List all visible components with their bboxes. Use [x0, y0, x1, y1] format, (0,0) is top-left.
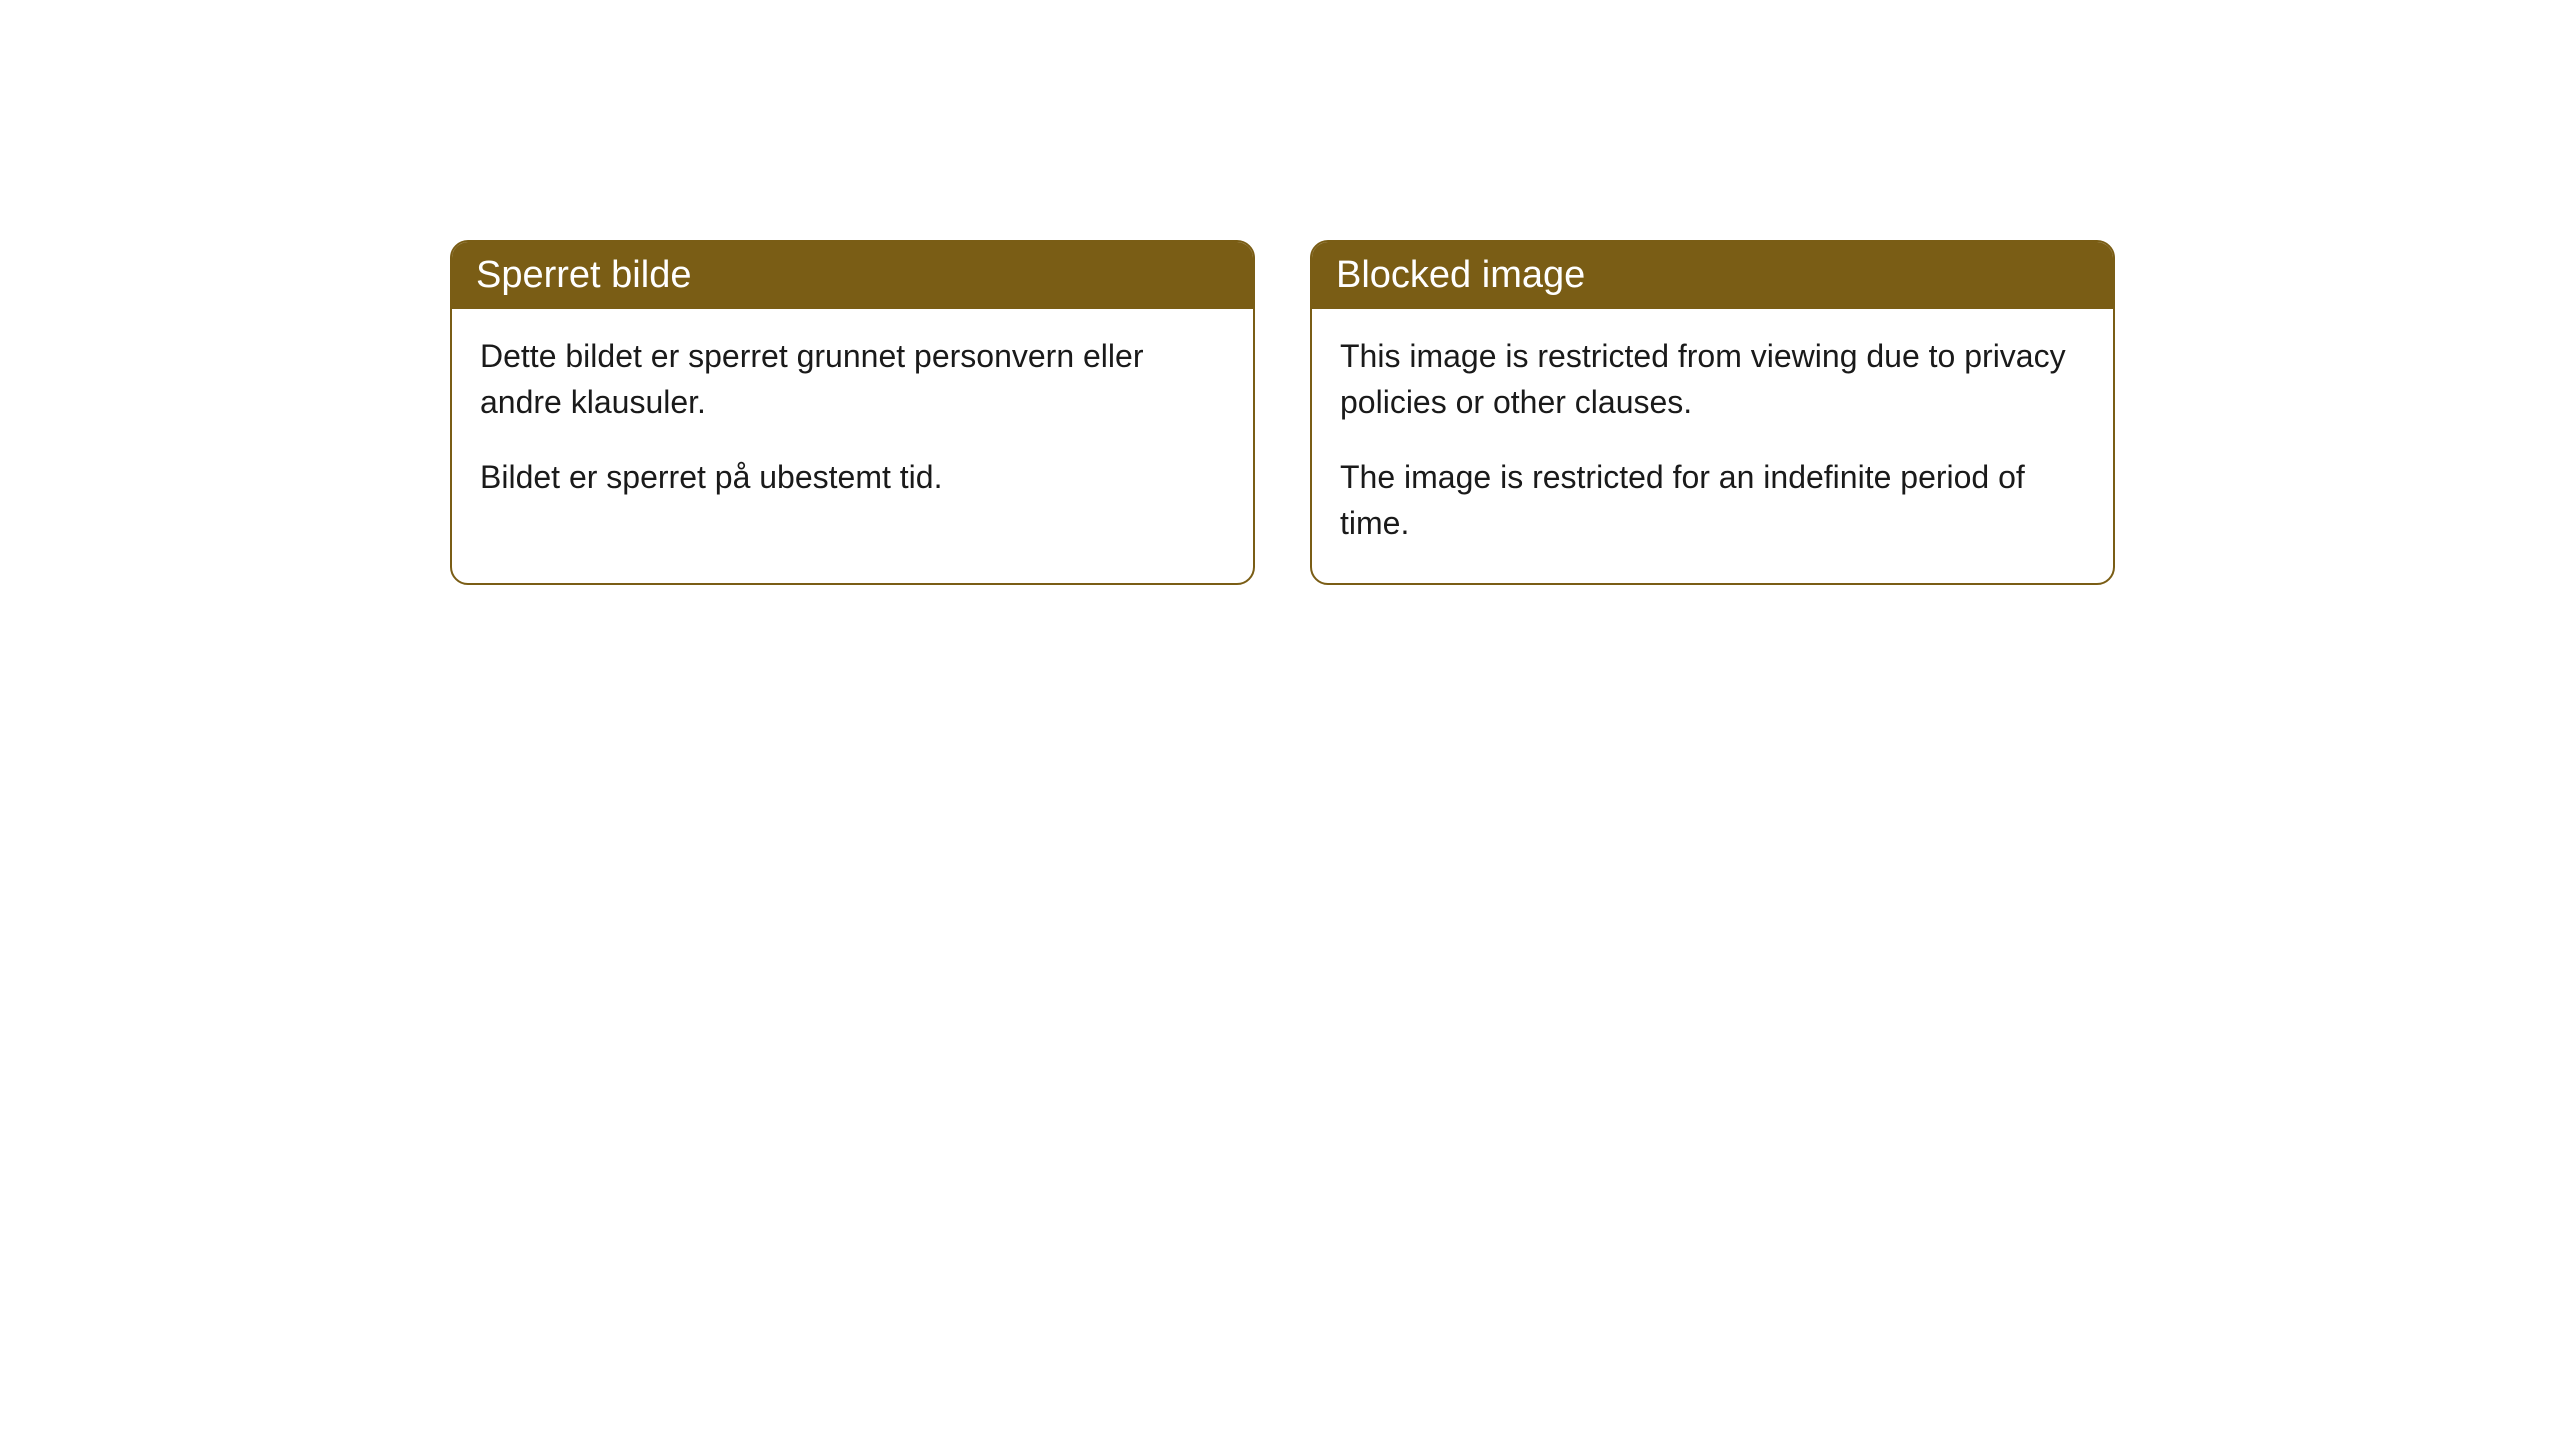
blocked-image-card-english: Blocked image This image is restricted f… — [1310, 240, 2115, 585]
card-paragraph-2: The image is restricted for an indefinit… — [1340, 454, 2085, 547]
notice-cards-container: Sperret bilde Dette bildet er sperret gr… — [0, 0, 2560, 585]
blocked-image-card-norwegian: Sperret bilde Dette bildet er sperret gr… — [450, 240, 1255, 585]
card-paragraph-1: Dette bildet er sperret grunnet personve… — [480, 333, 1225, 426]
card-body-english: This image is restricted from viewing du… — [1312, 309, 2113, 583]
card-title: Blocked image — [1336, 254, 1585, 296]
card-header-norwegian: Sperret bilde — [452, 242, 1253, 309]
card-title: Sperret bilde — [476, 254, 691, 296]
card-body-norwegian: Dette bildet er sperret grunnet personve… — [452, 309, 1253, 536]
card-paragraph-2: Bildet er sperret på ubestemt tid. — [480, 454, 1225, 500]
card-header-english: Blocked image — [1312, 242, 2113, 309]
card-paragraph-1: This image is restricted from viewing du… — [1340, 333, 2085, 426]
